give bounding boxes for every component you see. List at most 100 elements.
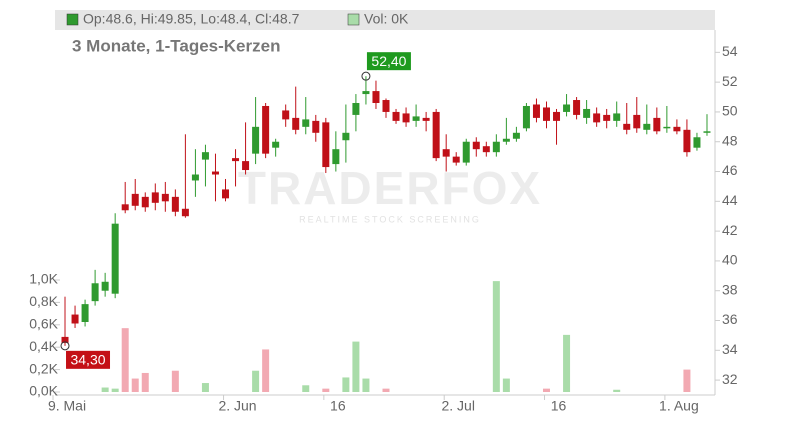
candle-body <box>292 117 300 130</box>
volume-bar <box>302 385 310 392</box>
x-tick-label: 9. Mai <box>48 398 86 414</box>
candle-body <box>703 131 711 133</box>
x-tick-label: 1. Aug <box>659 398 699 414</box>
candle-body <box>302 119 310 127</box>
y-tick-label: 48 <box>722 132 738 148</box>
candle-body <box>332 149 340 165</box>
candle-body <box>171 196 179 212</box>
candle-body <box>232 158 240 162</box>
candle-body <box>623 123 631 130</box>
volume-bar <box>502 378 510 392</box>
candle-body <box>222 189 230 199</box>
volume-bar <box>252 370 260 392</box>
volume-bar <box>563 334 571 392</box>
candle-body <box>432 111 440 159</box>
candle-body <box>673 126 681 132</box>
candle-body <box>342 132 350 141</box>
candle-body <box>452 156 460 163</box>
subtitle: 3 Monate, 1-Tages-Kerzen <box>72 36 280 55</box>
annotation-marker <box>60 341 70 351</box>
volume-bar <box>542 388 550 392</box>
candle-body <box>91 283 99 302</box>
candle-body <box>61 336 69 343</box>
legend-swatch <box>66 13 79 26</box>
candle-body <box>181 208 189 217</box>
volume-bar <box>141 372 149 392</box>
candle-body <box>663 126 671 129</box>
candle-body <box>211 171 219 175</box>
x-tick-label: 2. Jun <box>218 398 256 414</box>
volume-bar <box>352 341 360 392</box>
volume-bar <box>101 387 109 392</box>
y-tick-label: 44 <box>722 192 738 208</box>
candle-body <box>352 103 360 115</box>
candle-body <box>201 152 209 160</box>
y-tick-label: 38 <box>722 281 738 297</box>
volume-bar <box>262 349 270 392</box>
candle-body <box>312 120 320 133</box>
x-tick-label: 16 <box>551 398 567 414</box>
y-tick-label: 34 <box>722 341 738 357</box>
candle-body <box>322 122 330 168</box>
volume-bar <box>111 388 119 392</box>
x-tick-label: 2. Jul <box>441 398 474 414</box>
header-band <box>55 10 715 30</box>
watermark: TRADERFOX <box>238 162 542 214</box>
y-tick-label: 40 <box>722 252 738 268</box>
y-tick-label: 50 <box>722 103 738 119</box>
candle-body <box>542 107 550 121</box>
y-tick-label: 36 <box>722 311 738 327</box>
volume-bar <box>362 378 370 392</box>
volume-bar <box>201 383 209 392</box>
candle-body <box>593 113 601 123</box>
y2-tick-label: 0,0K <box>29 383 58 399</box>
candle-body <box>402 113 410 123</box>
annotation-label: 34,30 <box>70 352 105 368</box>
candle-body <box>583 108 591 118</box>
volume-bar <box>683 369 691 392</box>
candle-body <box>161 193 169 202</box>
volume-bar <box>171 370 179 392</box>
candle-body <box>442 149 450 157</box>
candle-body <box>262 105 270 154</box>
candle-body <box>71 314 79 324</box>
candle-body <box>553 111 561 121</box>
candle-body <box>683 129 691 153</box>
candle-body <box>121 204 129 211</box>
candle-body <box>392 111 400 121</box>
volume-bar <box>613 389 621 392</box>
candle-body <box>532 104 540 118</box>
candle-body <box>693 137 701 148</box>
candle-body <box>522 105 530 129</box>
y-tick-label: 42 <box>722 222 738 238</box>
candle-body <box>512 132 520 139</box>
legend-swatch <box>347 13 360 26</box>
y2-tick-label: 1,0K <box>29 271 58 287</box>
y2-tick-label: 0,6K <box>29 316 58 332</box>
candle-body <box>412 116 420 121</box>
volume-bar <box>382 388 390 392</box>
candle-body <box>81 304 89 322</box>
candle-body <box>462 141 470 163</box>
y-tick-label: 32 <box>722 371 738 387</box>
y-tick-label: 46 <box>722 162 738 178</box>
volume-bar <box>121 328 129 392</box>
annotation-box <box>366 52 411 71</box>
candle-body <box>362 91 370 95</box>
candle-body <box>282 110 290 120</box>
volume-header: Vol: 0K <box>364 11 409 27</box>
candle-body <box>141 196 149 208</box>
candle-body <box>272 141 280 148</box>
candle-body <box>131 193 139 206</box>
candle-body <box>563 104 571 112</box>
volume-bar <box>131 378 139 392</box>
x-tick-label: 16 <box>330 398 346 414</box>
candle-body <box>643 123 651 130</box>
y2-tick-label: 0,2K <box>29 360 58 376</box>
annotation-label: 52,40 <box>371 53 406 69</box>
watermark-sub: REALTIME STOCK SCREENING <box>299 214 481 224</box>
candle-body <box>482 146 490 153</box>
candle-body <box>613 113 621 121</box>
candle-body <box>252 126 260 154</box>
